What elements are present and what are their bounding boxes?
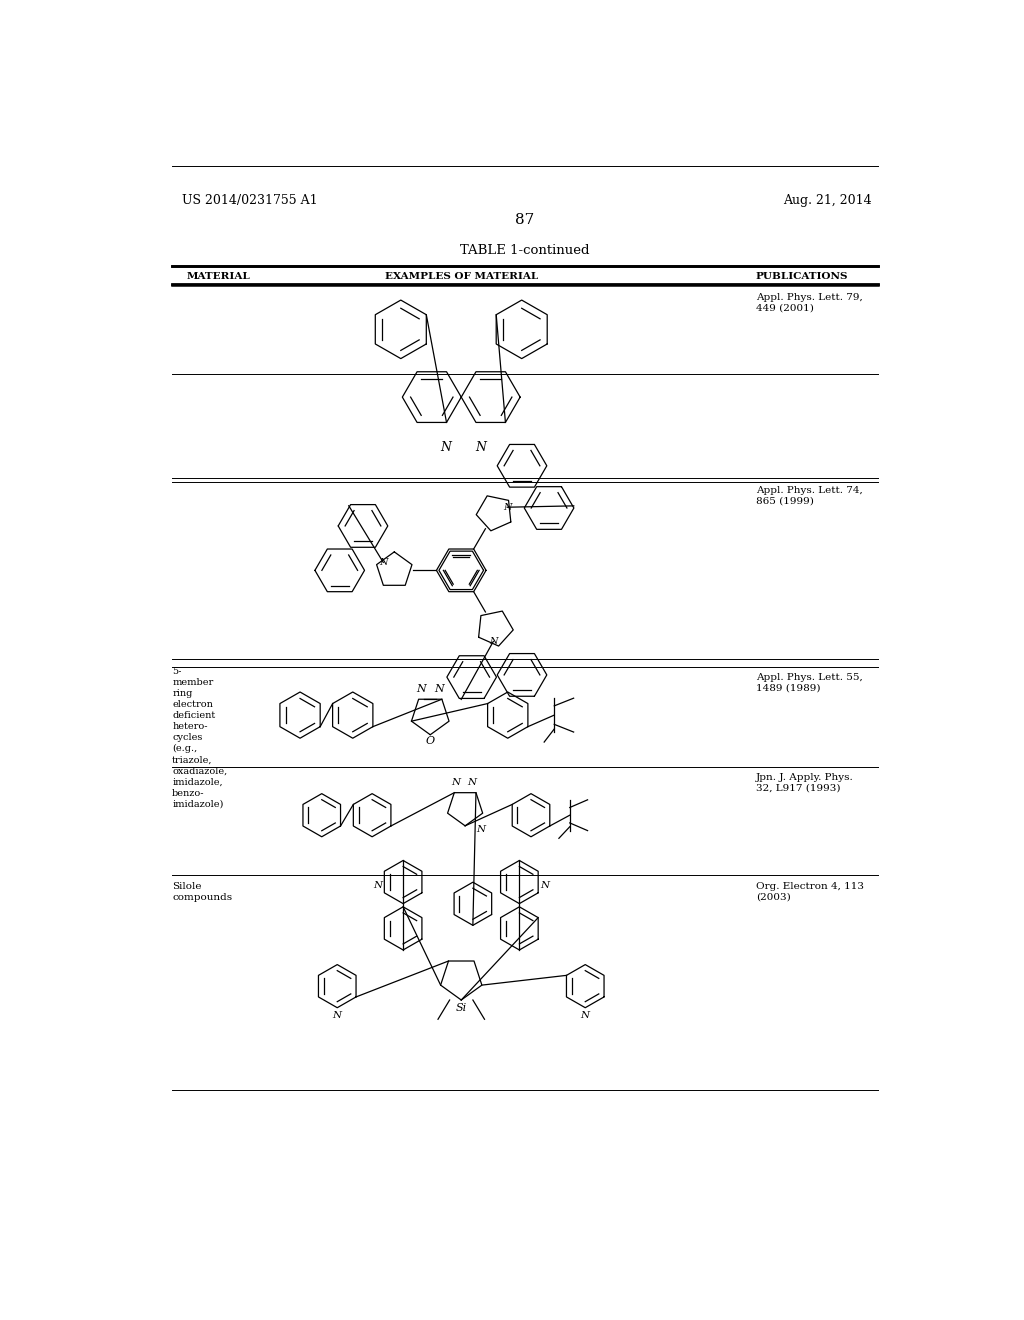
Text: Org. Electron 4, 113
(2003): Org. Electron 4, 113 (2003) bbox=[756, 882, 864, 902]
Text: N: N bbox=[379, 558, 387, 566]
Text: 5-
member
ring
electron
deficient
hetero-
cycles
(e.g.,
triazole,
oxadiazole,
im: 5- member ring electron deficient hetero… bbox=[172, 667, 227, 809]
Text: N: N bbox=[434, 684, 444, 694]
Text: Aug. 21, 2014: Aug. 21, 2014 bbox=[782, 194, 871, 207]
Text: N: N bbox=[452, 777, 461, 787]
Text: N: N bbox=[489, 638, 498, 645]
Text: Appl. Phys. Lett. 79,
449 (2001): Appl. Phys. Lett. 79, 449 (2001) bbox=[756, 293, 862, 313]
Text: N: N bbox=[333, 1011, 342, 1020]
Text: N: N bbox=[581, 1011, 590, 1020]
Text: N: N bbox=[476, 825, 485, 834]
Text: Silole
compounds: Silole compounds bbox=[172, 882, 232, 902]
Text: Appl. Phys. Lett. 74,
865 (1999): Appl. Phys. Lett. 74, 865 (1999) bbox=[756, 486, 862, 506]
Text: MATERIAL: MATERIAL bbox=[186, 272, 250, 281]
Text: US 2014/0231755 A1: US 2014/0231755 A1 bbox=[182, 194, 317, 207]
Text: N: N bbox=[541, 882, 550, 891]
Text: 87: 87 bbox=[515, 213, 535, 227]
Text: PUBLICATIONS: PUBLICATIONS bbox=[756, 272, 848, 281]
Text: Jpn. J. Apply. Phys.
32, L917 (1993): Jpn. J. Apply. Phys. 32, L917 (1993) bbox=[756, 774, 853, 792]
Text: TABLE 1-continued: TABLE 1-continued bbox=[460, 244, 590, 257]
Text: N: N bbox=[467, 777, 476, 787]
Text: EXAMPLES OF MATERIAL: EXAMPLES OF MATERIAL bbox=[385, 272, 538, 281]
Text: N: N bbox=[373, 882, 382, 891]
Text: N: N bbox=[475, 441, 486, 454]
Text: N: N bbox=[416, 684, 426, 694]
Text: N: N bbox=[503, 503, 511, 512]
Text: Appl. Phys. Lett. 55,
1489 (1989): Appl. Phys. Lett. 55, 1489 (1989) bbox=[756, 673, 862, 692]
Text: Si: Si bbox=[456, 1003, 467, 1012]
Text: N: N bbox=[440, 441, 452, 454]
Text: O: O bbox=[426, 737, 435, 746]
